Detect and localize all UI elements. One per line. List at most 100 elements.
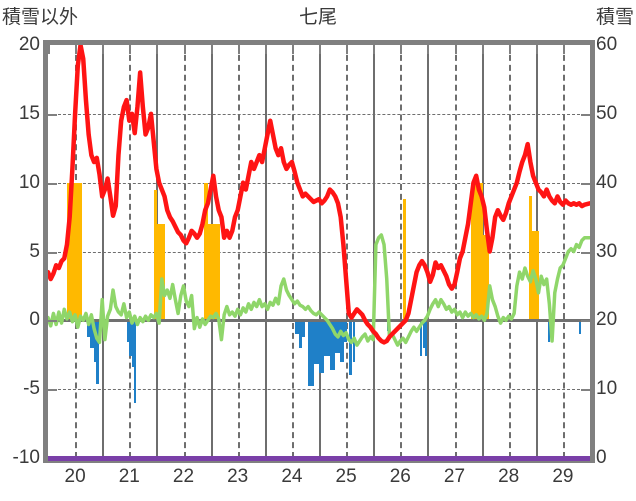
- y-axis-tick-label-right: 60: [596, 34, 618, 55]
- y-axis-tick-label-left: 20: [18, 34, 40, 55]
- x-axis-tick-label: 21: [118, 466, 140, 487]
- gridline-vertical-halfday: [454, 45, 457, 458]
- x-axis-tickmark: [400, 45, 403, 54]
- x-axis-tickmark: [48, 45, 50, 54]
- x-axis-tickmark: [291, 45, 294, 54]
- x-axis-tickmark: [454, 45, 457, 54]
- y-axis-tick-label-left: 5: [29, 240, 40, 262]
- snow-depth-bar: [482, 234, 490, 321]
- y-axis-tickmark-left: [48, 113, 57, 116]
- precipitation-bar: [319, 320, 325, 373]
- y-axis-tick-label-left: -10: [12, 447, 40, 468]
- precipitation-bar: [301, 320, 306, 337]
- x-axis-tickmark: [562, 45, 565, 54]
- snow-depth-bar: [153, 189, 158, 321]
- precipitation-bar: [134, 320, 137, 403]
- snow-depth-bar: [403, 199, 406, 321]
- precipitation-bar: [298, 320, 302, 348]
- y-axis-tick-label-left: -5: [23, 378, 40, 400]
- y-axis-tick-label-left: 10: [18, 171, 40, 193]
- x-axis-tickmark: [427, 45, 430, 54]
- right-axis-title: 積雪: [595, 7, 634, 28]
- y-axis-tick-label-right: 50: [596, 102, 618, 124]
- y-axis-tickmark-left: [48, 389, 57, 392]
- gridline-vertical-day: [319, 45, 321, 458]
- x-axis-tickmark: [481, 45, 484, 54]
- snow-depth-bar: [204, 182, 208, 321]
- x-axis-tick-label: 20: [64, 466, 86, 487]
- precipitation-bar: [348, 320, 352, 376]
- gridline-vertical-halfday: [346, 45, 349, 458]
- precipitation-bar: [93, 320, 97, 362]
- precipitation-bar: [96, 320, 99, 384]
- gridline-vertical-halfday: [400, 45, 403, 458]
- y-axis-tickmark-left: [48, 182, 57, 185]
- y-axis-tick-label-right: 10: [596, 378, 618, 400]
- snow-depth-bar: [470, 182, 483, 321]
- baseline-marker: [48, 456, 590, 461]
- gridline-vertical-day: [264, 45, 267, 458]
- precipitation-bar: [425, 320, 428, 357]
- plot-area: [48, 45, 590, 458]
- snow-depth-bar: [157, 223, 166, 321]
- x-axis-tickmark: [183, 45, 186, 54]
- x-axis-tickmark: [508, 45, 511, 54]
- precipitation-bar: [419, 320, 422, 357]
- x-axis-tickmark: [346, 45, 349, 54]
- gridline-vertical-halfday: [291, 45, 294, 458]
- y-axis-tickmark-right: [581, 182, 590, 185]
- y-axis-tick-label-right: 30: [596, 240, 618, 262]
- x-axis-tickmark: [102, 45, 105, 54]
- y-axis-tickmark-right: [581, 320, 590, 323]
- y-axis-tick-label-right: 0: [596, 447, 607, 468]
- y-axis-tickmark-right: [581, 251, 590, 254]
- precipitation-bar: [324, 320, 330, 357]
- gridline-vertical-halfday: [237, 45, 240, 458]
- x-axis-tickmark: [75, 45, 78, 54]
- page-title: 七尾: [298, 7, 337, 28]
- x-axis-tickmark: [129, 45, 132, 54]
- wind-line: [48, 233, 590, 347]
- x-axis-tickmark: [237, 45, 240, 54]
- x-axis-tickmark: [264, 45, 267, 54]
- precipitation-bar: [329, 320, 336, 370]
- precipitation-bar: [90, 320, 94, 348]
- precipitation-bar: [339, 320, 344, 362]
- gridline-vertical-halfday: [508, 45, 511, 458]
- y-axis-tickmark-left: [48, 251, 57, 254]
- x-axis-tickmark: [535, 45, 538, 54]
- x-axis-tick-label: 24: [281, 466, 303, 487]
- x-axis-tick-label: 22: [172, 466, 195, 487]
- gridline-vertical-halfday: [562, 45, 565, 458]
- temperature-line: [48, 45, 590, 345]
- precipitation-bar: [308, 320, 314, 387]
- x-axis-tickmark: [210, 45, 213, 54]
- precipitation-bar: [129, 320, 132, 357]
- x-axis-tick-label: 28: [498, 466, 520, 487]
- precipitation-bar: [87, 320, 91, 337]
- precipitation-bar: [579, 320, 582, 335]
- snow-depth-bar: [529, 196, 532, 321]
- gridline-vertical-halfday: [129, 45, 132, 458]
- x-axis-tick-label: 26: [389, 466, 411, 487]
- y-axis-tick-label-left: 15: [18, 102, 40, 124]
- precipitation-bar: [132, 320, 135, 368]
- precipitation-bar: [313, 320, 319, 365]
- x-axis-tick-label: 27: [443, 466, 466, 487]
- precipitation-bar: [547, 320, 550, 343]
- y-axis-tick-label-right: 40: [596, 171, 618, 193]
- left-axis-title: 積雪以外: [2, 7, 79, 28]
- series-layer: [48, 45, 590, 347]
- y-axis-tickmark-right: [581, 113, 590, 116]
- zero-line: [48, 319, 590, 323]
- x-axis-tick-label: 29: [552, 466, 574, 487]
- precipitation-bar: [294, 320, 299, 335]
- x-axis-tickmark: [156, 45, 159, 54]
- precipitation-bar: [126, 320, 130, 343]
- x-axis-tick-label: 23: [227, 466, 249, 487]
- x-axis-tickmark: [373, 45, 376, 54]
- gridline-vertical-day: [427, 45, 430, 458]
- x-axis-tick-label: 25: [335, 466, 357, 487]
- y-axis-tick-label-left: 0: [29, 309, 40, 331]
